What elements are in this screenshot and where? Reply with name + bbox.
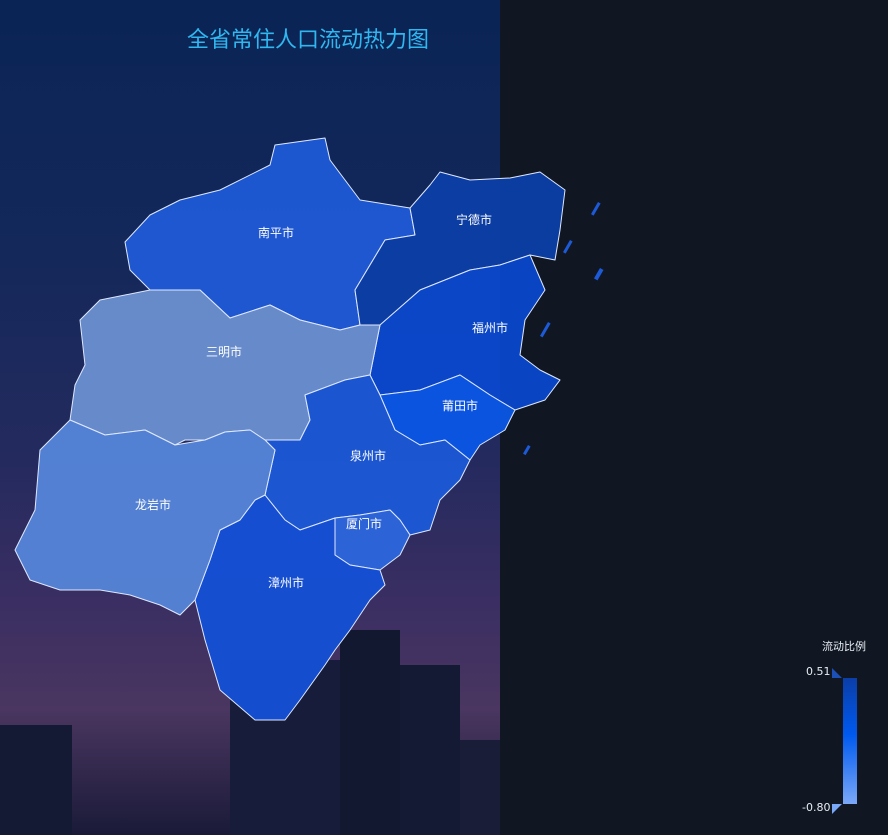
legend-min-handle[interactable] [832, 804, 842, 814]
region-label-longyan: 龙岩市 [135, 497, 171, 512]
region-label-xiamen: 厦门市 [346, 516, 382, 531]
legend-color-bar[interactable] [843, 678, 857, 804]
region-label-sanming: 三明市 [206, 344, 242, 359]
islands [523, 202, 604, 456]
city-skyline-image [0, 630, 500, 835]
region-label-nanping: 南平市 [258, 225, 294, 240]
legend-title: 流动比例 [822, 640, 866, 653]
legend-min-label: -0.80 [802, 801, 831, 814]
map-title: 全省常住人口流动热力图 [186, 28, 429, 53]
region-label-ningde: 宁德市 [456, 212, 492, 227]
region-label-fuzhou: 福州市 [472, 320, 508, 335]
region-label-zhangzhou: 漳州市 [268, 575, 304, 590]
region-label-quanzhou: 泉州市 [350, 448, 386, 463]
legend-max-handle[interactable] [832, 668, 842, 678]
legend-max-label: 0.51 [806, 665, 831, 678]
region-label-putian: 莆田市 [442, 398, 478, 413]
region-longyan[interactable] [14, 419, 276, 616]
